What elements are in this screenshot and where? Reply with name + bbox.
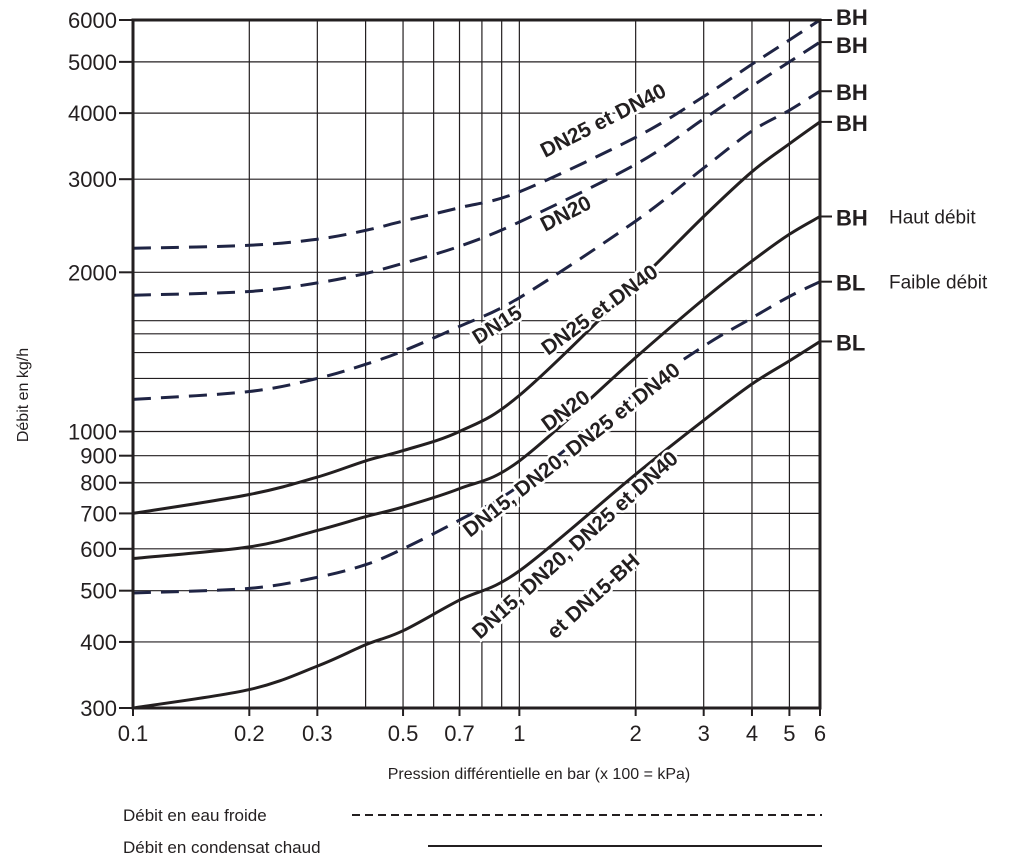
x-tick-label: 0.2 xyxy=(234,721,265,746)
end-note-6: Faible débit xyxy=(889,273,988,294)
x-tick-label: 3 xyxy=(698,721,710,746)
end-note-5: Haut débit xyxy=(889,208,976,229)
series-line-5-hot-condensate xyxy=(132,215,821,561)
y-tick-label: 600 xyxy=(80,537,117,562)
end-label-5: BH xyxy=(836,206,868,231)
end-label-1: BH xyxy=(836,5,868,30)
x-tick-label: 2 xyxy=(630,721,642,746)
y-tick-label: 1000 xyxy=(68,419,117,444)
x-tick-label: 5 xyxy=(783,721,795,746)
y-tick-label: 400 xyxy=(80,630,117,655)
curves xyxy=(132,18,821,710)
x-tick-label: 1 xyxy=(513,721,525,746)
end-label-2: BH xyxy=(836,33,868,58)
legend-label-hot-condensate: Débit en condensat chaud xyxy=(123,838,321,857)
x-tick-label: 0.5 xyxy=(388,721,419,746)
plot-frame xyxy=(131,18,822,710)
curve-end-labels: BH BH BH BH BH Haut débit BL Faible débit BL xyxy=(820,5,988,355)
x-tick-label: 4 xyxy=(746,721,758,746)
y-tick-label: 300 xyxy=(80,696,117,721)
series-line-7-hot-condensate xyxy=(132,340,821,710)
y-tick-label: 800 xyxy=(80,471,117,496)
series-line-1-cold-water xyxy=(132,18,821,250)
y-tick-label: 2000 xyxy=(68,260,117,285)
y-tick-label: 700 xyxy=(80,501,117,526)
y-tick-label: 900 xyxy=(80,444,117,469)
x-tick-label: 0.3 xyxy=(302,721,333,746)
curve-label-6: DN15, DN20, DN25 et DN40 xyxy=(459,359,685,542)
end-label-4: BH xyxy=(836,111,868,136)
legend: Débit en eau froide Débit en condensat c… xyxy=(123,806,822,857)
y-tick-label: 3000 xyxy=(68,167,117,192)
y-tick-label: 4000 xyxy=(68,101,117,126)
legend-label-cold-water: Débit en eau froide xyxy=(123,806,267,825)
y-tick-label: 500 xyxy=(80,579,117,604)
x-axis-label: Pression différentielle en bar (x 100 = … xyxy=(388,766,691,783)
y-tick-label: 5000 xyxy=(68,50,117,75)
y-axis-label: Débit en kg/h xyxy=(15,348,32,442)
x-tick-label: 0.7 xyxy=(444,721,475,746)
plot-border xyxy=(131,18,822,710)
curve-label-4: DN25 et DN40 xyxy=(537,260,662,360)
series-line-6-cold-water xyxy=(132,280,821,595)
x-tick-label: 6 xyxy=(814,721,826,746)
series-line-2-cold-water xyxy=(132,40,821,297)
y-tick-label: 6000 xyxy=(68,8,117,33)
curve-label-1: DN25 et DN40 xyxy=(537,79,670,162)
series-line-3-cold-water xyxy=(132,89,821,401)
end-label-7: BL xyxy=(836,330,865,355)
grid xyxy=(133,20,820,708)
series-line-4-hot-condensate xyxy=(132,120,821,515)
end-label-3: BH xyxy=(836,80,868,105)
end-label-6: BL xyxy=(836,271,865,296)
x-tick-label: 0.1 xyxy=(118,721,149,746)
